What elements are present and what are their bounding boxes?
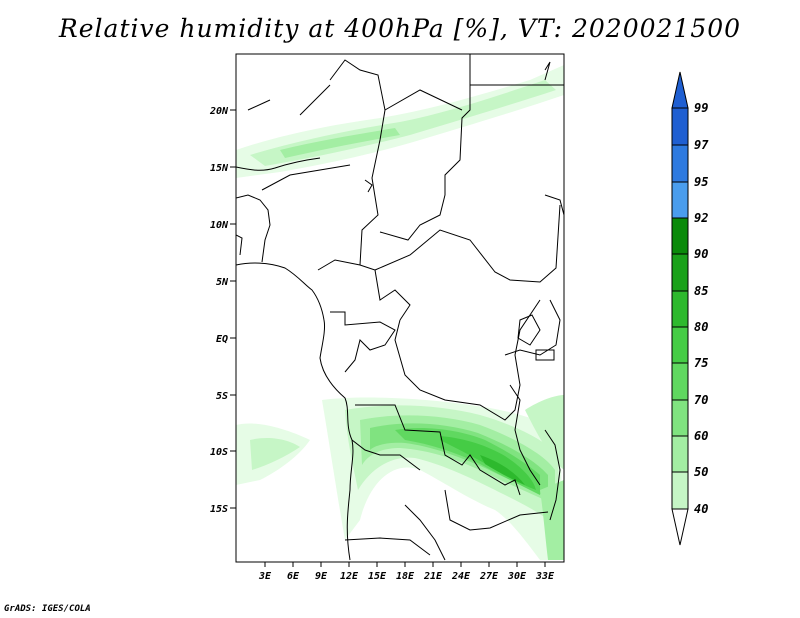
- map-title: Relative humidity at 400hPa [%], VT: 202…: [58, 14, 742, 43]
- colorbar-segment: [671, 471, 689, 510]
- colorbar-segment: [671, 253, 689, 292]
- colorbar-label: 70: [694, 393, 708, 407]
- colorbar-label: 90: [694, 247, 708, 261]
- humidity-shading: [236, 65, 564, 560]
- colorbar-segment: [671, 290, 689, 328]
- lon-label: 15E: [368, 571, 387, 582]
- colorbar-top-arrow: [671, 71, 689, 109]
- colorbar-label: 97: [694, 138, 709, 152]
- lon-label: 6E: [287, 571, 300, 582]
- colorbar-segment: [671, 399, 689, 437]
- colorbar-segment: [671, 181, 689, 219]
- colorbar-segment: [671, 326, 689, 364]
- lon-label: 33E: [535, 571, 555, 582]
- lon-label: 12E: [340, 571, 359, 582]
- lat-label: 15S: [210, 504, 228, 515]
- lon-label: 9E: [315, 571, 328, 582]
- lon-label: 27E: [479, 571, 499, 582]
- colorbar-bottom-arrow: [671, 508, 689, 546]
- colorbar: 99 97 95 92 90 85 80 75 70 60 50 40: [671, 71, 709, 546]
- credit-label: GrADS: IGES/COLA: [4, 604, 91, 614]
- lon-label: 24E: [451, 571, 471, 582]
- lat-label: 20N: [209, 106, 229, 117]
- colorbar-label: 85: [694, 284, 708, 298]
- colorbar-segment: [671, 107, 689, 146]
- colorbar-segment: [671, 217, 689, 255]
- colorbar-label: 92: [694, 211, 708, 225]
- lat-label: 10N: [210, 220, 229, 231]
- colorbar-segment: [671, 362, 689, 401]
- lon-label: 21E: [423, 571, 443, 582]
- colorbar-label: 80: [694, 320, 708, 334]
- lon-label: 30E: [507, 571, 527, 582]
- colorbar-label: 60: [694, 429, 708, 443]
- lat-label: 10S: [210, 447, 228, 458]
- lat-label: 15N: [210, 163, 229, 174]
- lat-label: EQ: [216, 334, 228, 345]
- colorbar-segment: [671, 435, 689, 473]
- lat-label: 5N: [216, 277, 229, 288]
- country-borders: [236, 54, 564, 561]
- colorbar-label: 99: [694, 101, 708, 115]
- lat-axis: 20N 15N 10N 5N EQ 5S 10S 15S: [209, 106, 236, 515]
- lon-label: 18E: [396, 571, 415, 582]
- lon-axis: 3E 6E 9E 12E 15E 18E 21E 24E 27E 30E 33E: [258, 562, 555, 582]
- plot-frame: [235, 53, 565, 563]
- lat-label: 5S: [216, 391, 228, 402]
- lon-label: 3E: [258, 571, 272, 582]
- colorbar-label: 75: [694, 356, 708, 370]
- colorbar-label: 40: [694, 502, 708, 516]
- colorbar-label: 50: [694, 465, 708, 479]
- colorbar-label: 95: [694, 175, 708, 189]
- colorbar-segment: [671, 144, 689, 183]
